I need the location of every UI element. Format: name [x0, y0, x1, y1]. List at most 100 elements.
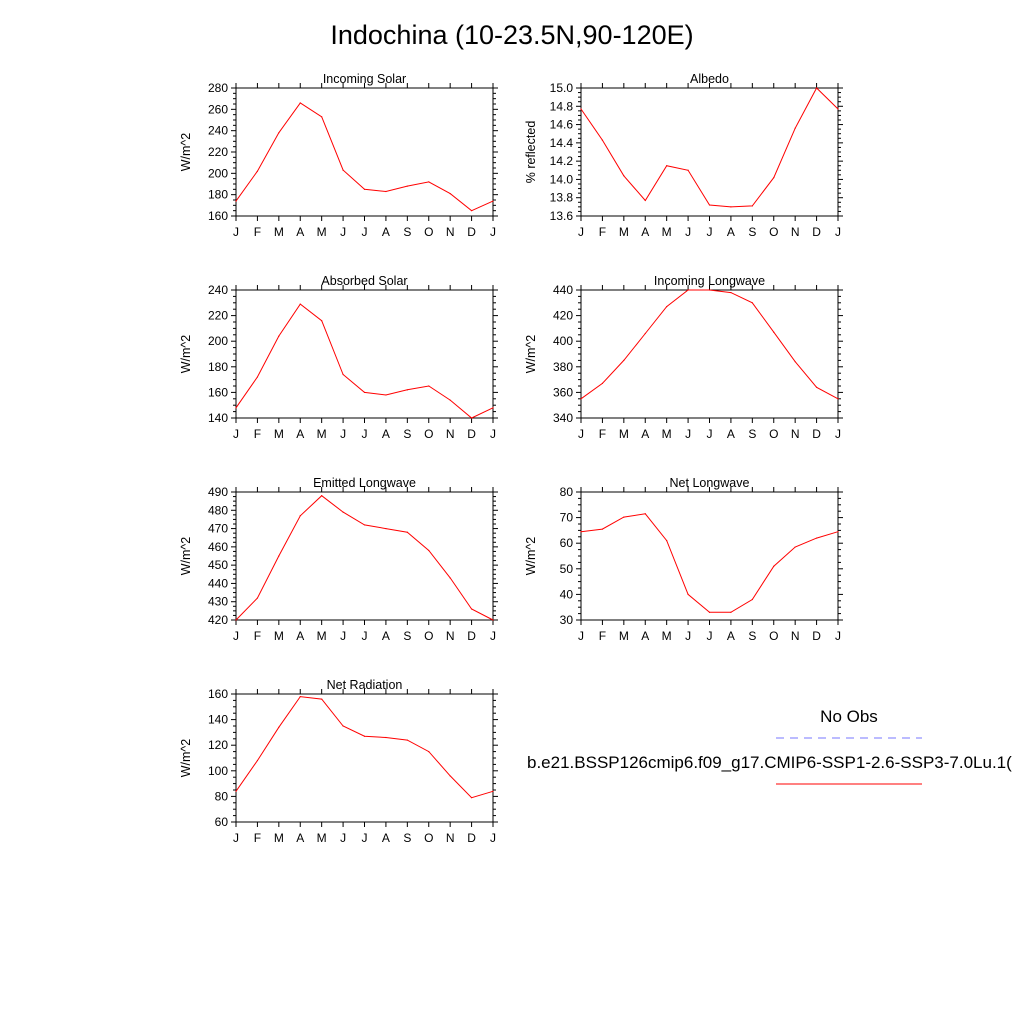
- x-tick-label: S: [403, 225, 411, 239]
- data-point: [299, 515, 301, 517]
- data-point: [623, 516, 625, 518]
- data-point: [773, 331, 775, 333]
- plot-frame: [235, 491, 494, 621]
- x-tick-label: J: [340, 427, 346, 441]
- x-tick-label: A: [382, 225, 390, 239]
- x-tick-label: S: [748, 225, 756, 239]
- panel-albedo: Albedo 13.6 13.8 14.0 14.2 14.4 14.6 14.8 15.0 J F…: [524, 72, 843, 239]
- data-point: [773, 565, 775, 567]
- data-point: [815, 87, 818, 89]
- data-point: [385, 736, 387, 739]
- data-point: [363, 735, 366, 737]
- y-tick-label: 460: [208, 540, 228, 554]
- x-tick-label: A: [382, 831, 390, 845]
- data-point: [363, 188, 366, 190]
- x-tick-label: A: [641, 629, 649, 643]
- x-tick-label: D: [812, 225, 821, 239]
- x-tick-label: N: [446, 831, 455, 845]
- x-tick-label: O: [424, 427, 433, 441]
- y-tick-label: 14.0: [550, 172, 574, 186]
- y-tick-label: 14.2: [550, 154, 574, 168]
- y-tick-label: 50: [560, 562, 574, 576]
- y-axis-label: W/m^2: [524, 537, 538, 576]
- data-point: [492, 200, 494, 202]
- data-point: [385, 527, 387, 530]
- data-point: [342, 725, 344, 727]
- y-tick-label: 470: [208, 522, 228, 536]
- data-point: [773, 177, 775, 179]
- data-point: [470, 797, 473, 799]
- x-tick-label: F: [254, 629, 261, 643]
- x-tick-label: J: [490, 629, 496, 643]
- data-point: [321, 320, 323, 322]
- y-tick-label: 450: [208, 558, 228, 572]
- data-point: [708, 611, 711, 613]
- x-tick-label: J: [490, 831, 496, 845]
- y-tick-label: 80: [215, 789, 229, 803]
- x-tick-label: J: [340, 831, 346, 845]
- plot-frame: [235, 289, 494, 419]
- x-tick-label: M: [619, 629, 629, 643]
- legend: No Obs b.e21.BSSP126cmip6.f09_g17.CMIP6-S…: [527, 707, 1012, 785]
- x-tick-label: J: [490, 427, 496, 441]
- x-tick-label: M: [274, 629, 284, 643]
- series-line-absorbed-solar: [235, 303, 494, 419]
- data-point: [406, 389, 408, 391]
- y-axis-label: W/m^2: [179, 739, 193, 778]
- data-point: [623, 175, 625, 177]
- x-tick-label: M: [619, 225, 629, 239]
- data-point: [342, 169, 344, 171]
- data-point: [428, 385, 430, 387]
- x-tick-label: J: [362, 427, 368, 441]
- x-tick-label: J: [707, 225, 713, 239]
- x-tick-label: D: [467, 427, 476, 441]
- x-tick-label: J: [685, 629, 691, 643]
- x-tick-label: S: [748, 427, 756, 441]
- series-line-albedo: [580, 87, 839, 208]
- y-tick-label: 60: [215, 815, 229, 829]
- data-point: [278, 132, 280, 134]
- x-tick-label: F: [254, 225, 261, 239]
- data-point: [363, 524, 366, 526]
- y-tick-label: 360: [553, 385, 573, 399]
- x-tick-label: J: [707, 427, 713, 441]
- data-point: [406, 531, 408, 533]
- x-tick-label: O: [424, 831, 433, 845]
- x-tick-label: F: [599, 427, 606, 441]
- data-point: [342, 511, 344, 513]
- page-title: Indochina (10-23.5N,90-120E): [330, 20, 694, 50]
- x-tick-label: A: [296, 225, 304, 239]
- y-tick-label: 13.8: [550, 191, 574, 205]
- data-point: [580, 531, 582, 533]
- x-tick-label: J: [233, 225, 239, 239]
- x-tick-label: M: [317, 225, 327, 239]
- x-tick-label: N: [446, 629, 455, 643]
- data-point: [601, 139, 604, 141]
- x-tick-label: D: [467, 831, 476, 845]
- x-tick-label: J: [340, 225, 346, 239]
- data-point: [687, 169, 689, 171]
- data-point: [794, 546, 796, 548]
- x-tick-label: N: [791, 629, 800, 643]
- x-tick-label: D: [812, 629, 821, 643]
- x-tick-label: M: [274, 225, 284, 239]
- y-tick-label: 260: [208, 102, 228, 116]
- x-tick-label: S: [403, 427, 411, 441]
- data-point: [751, 598, 753, 601]
- x-tick-label: N: [446, 427, 455, 441]
- y-tick-label: 440: [553, 283, 573, 297]
- panel-emitted-longwave: Emitted Longwave 420 430 440 450 460 470 480 490…: [179, 476, 498, 643]
- data-point: [644, 513, 646, 515]
- data-point: [428, 549, 430, 552]
- y-tick-label: 340: [553, 411, 573, 425]
- data-point: [666, 306, 668, 308]
- y-tick-label: 30: [560, 613, 574, 627]
- y-tick-label: 40: [560, 587, 574, 601]
- panel-title-emitted-longwave: Emitted Longwave: [313, 476, 416, 490]
- x-tick-label: J: [578, 225, 584, 239]
- y-tick-label: 220: [208, 145, 228, 159]
- y-tick-label: 15.0: [550, 81, 574, 95]
- series-line-emitted-longwave: [235, 495, 494, 621]
